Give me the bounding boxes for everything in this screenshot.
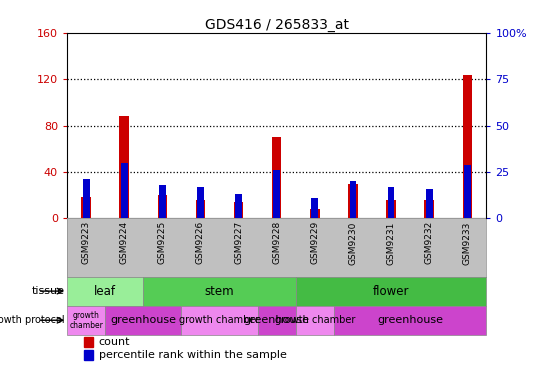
Text: GSM9228: GSM9228: [272, 221, 281, 265]
Bar: [83, 179, 89, 218]
Bar: [386, 200, 396, 218]
Text: percentile rank within the sample: percentile rank within the sample: [98, 350, 286, 360]
Bar: [121, 163, 127, 218]
Bar: [84, 350, 93, 360]
Bar: [296, 277, 486, 306]
Bar: [182, 306, 258, 335]
Bar: [349, 181, 357, 218]
Bar: [67, 277, 143, 306]
Text: growth chamber: growth chamber: [179, 315, 260, 325]
Bar: [84, 337, 93, 347]
Text: GSM9231: GSM9231: [386, 221, 396, 265]
Title: GDS416 / 265833_at: GDS416 / 265833_at: [205, 18, 349, 32]
Bar: [334, 306, 486, 335]
Bar: [273, 170, 280, 218]
Text: GSM9227: GSM9227: [234, 221, 243, 265]
Bar: [311, 198, 318, 218]
Text: count: count: [98, 337, 130, 347]
Bar: [258, 306, 296, 335]
Bar: [159, 185, 166, 218]
Text: GSM9233: GSM9233: [463, 221, 472, 265]
Text: growth
chamber: growth chamber: [69, 310, 103, 330]
Text: GSM9230: GSM9230: [348, 221, 357, 265]
Text: growth chamber: growth chamber: [274, 315, 355, 325]
Bar: [143, 277, 296, 306]
Text: stem: stem: [205, 285, 234, 298]
Bar: [67, 306, 105, 335]
Bar: [158, 195, 167, 218]
Text: greenhouse: greenhouse: [377, 315, 443, 325]
Bar: [272, 137, 282, 218]
Bar: [348, 183, 358, 218]
Text: GSM9223: GSM9223: [82, 221, 91, 265]
Bar: [387, 187, 395, 218]
Text: GSM9224: GSM9224: [120, 221, 129, 264]
Text: leaf: leaf: [94, 285, 116, 298]
Bar: [426, 188, 433, 218]
Text: growth protocol: growth protocol: [0, 315, 65, 325]
Text: GSM9229: GSM9229: [310, 221, 319, 265]
Bar: [105, 306, 182, 335]
Bar: [196, 200, 205, 218]
Text: tissue: tissue: [32, 286, 65, 296]
Bar: [197, 187, 204, 218]
Text: GSM9225: GSM9225: [158, 221, 167, 265]
Bar: [82, 197, 91, 218]
Text: GSM9226: GSM9226: [196, 221, 205, 265]
Text: GSM9232: GSM9232: [425, 221, 434, 265]
Bar: [464, 165, 471, 218]
Text: greenhouse: greenhouse: [244, 315, 310, 325]
Bar: [462, 75, 472, 218]
Bar: [310, 209, 320, 218]
Bar: [120, 116, 129, 218]
Bar: [235, 194, 242, 218]
Bar: [296, 306, 334, 335]
Text: greenhouse: greenhouse: [110, 315, 176, 325]
Bar: [424, 200, 434, 218]
Bar: [234, 202, 243, 218]
Text: flower: flower: [373, 285, 409, 298]
